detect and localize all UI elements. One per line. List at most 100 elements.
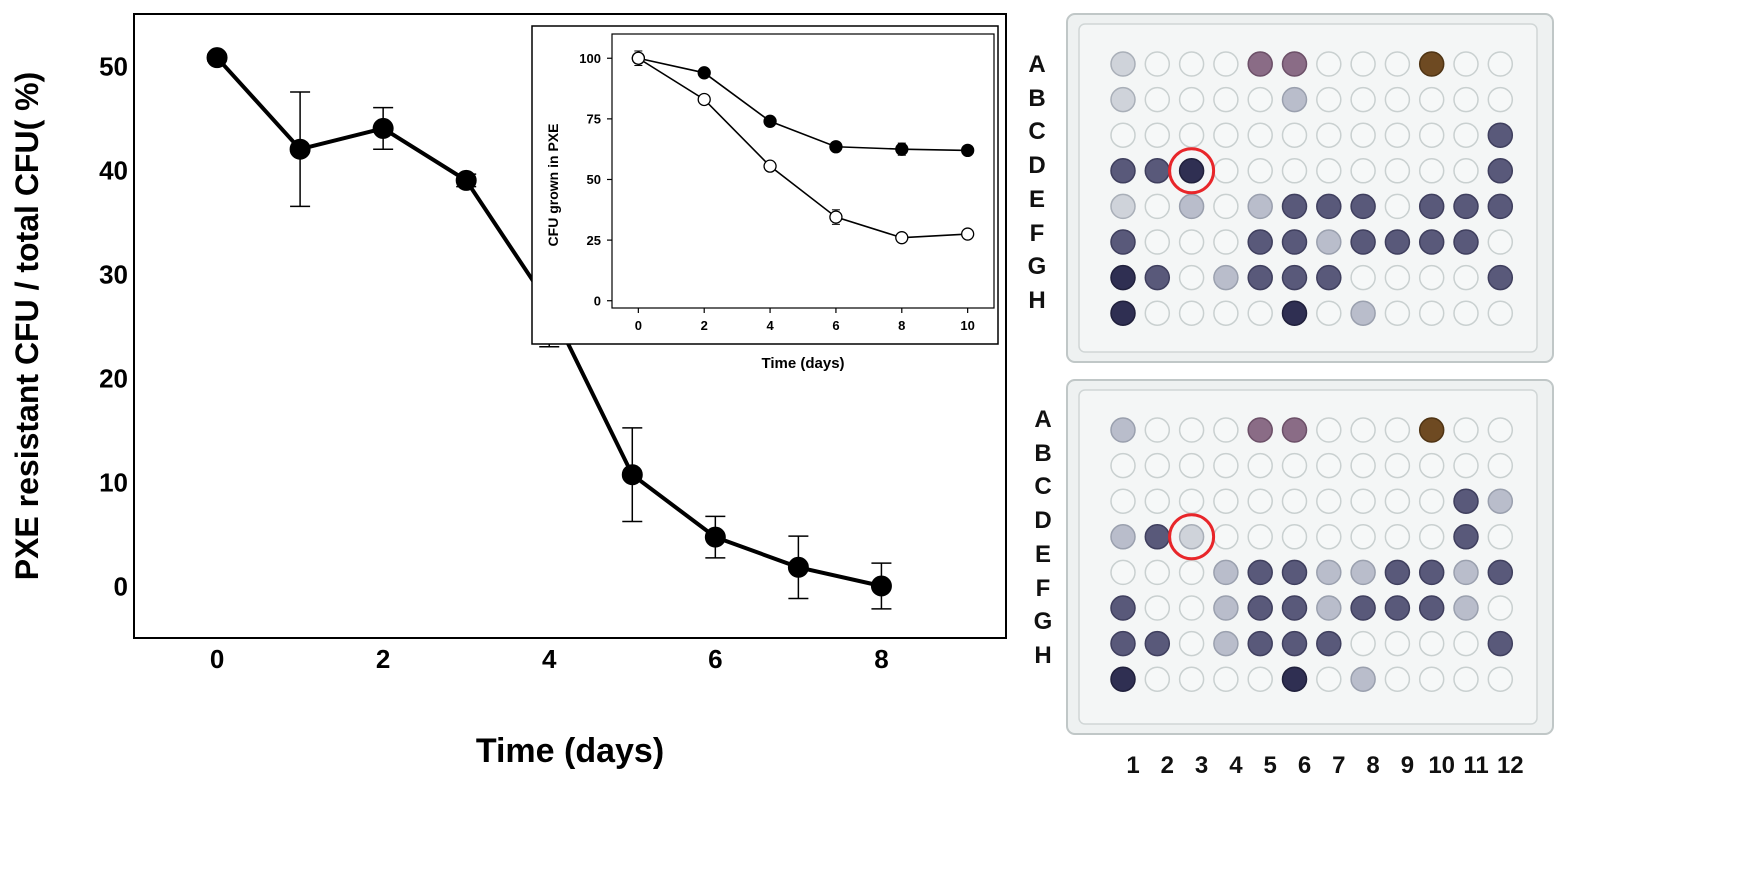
plate-well — [1418, 229, 1445, 255]
plate-well — [1281, 229, 1308, 255]
plate-well — [1144, 193, 1171, 220]
plate-well — [1418, 417, 1445, 443]
row-label-a: A — [1034, 406, 1052, 433]
inset-data-point — [961, 143, 975, 158]
main-y-tick-label: 0 — [114, 571, 128, 601]
plate-well — [1350, 666, 1376, 692]
plate-well — [1418, 158, 1445, 184]
plate-well — [1247, 122, 1273, 148]
inset-data-point — [895, 231, 909, 245]
main-y-tick-label: 40 — [99, 155, 128, 185]
col-label-6: 6 — [1297, 752, 1312, 779]
col-label-4: 4 — [1229, 752, 1243, 779]
main-data-point — [289, 138, 311, 160]
inset-series-line — [638, 57, 968, 152]
plate-well — [1316, 158, 1342, 184]
plate-well — [1350, 630, 1376, 657]
plate-well — [1350, 417, 1376, 443]
plate-well — [1384, 595, 1411, 621]
plate-well — [1110, 158, 1136, 184]
plate-well — [1384, 122, 1411, 148]
plate-well — [1281, 86, 1308, 113]
plate-well — [1418, 595, 1445, 621]
plate-well — [1418, 452, 1445, 479]
plate-well — [1247, 666, 1273, 692]
inset-plot-area — [611, 33, 995, 309]
main-x-tick-label: 8 — [874, 644, 888, 674]
plate-well — [1247, 559, 1273, 586]
plate-well — [1110, 51, 1136, 77]
row-label-d: D — [1034, 507, 1052, 535]
plate-well — [1110, 524, 1136, 550]
plate-well — [1281, 559, 1308, 586]
plate-well — [1418, 524, 1445, 550]
main-y-tick-label: 10 — [99, 467, 128, 497]
col-label-11: 11 — [1463, 752, 1489, 779]
plate-well — [1418, 630, 1445, 657]
plate-well — [1316, 300, 1342, 326]
plate-well — [1213, 524, 1239, 550]
inset-x-axis-label: Time (days) — [761, 355, 844, 372]
plate-well — [1110, 666, 1136, 692]
plate-well — [1281, 452, 1308, 479]
plate-well — [1384, 524, 1411, 550]
row-label-e: E — [1034, 540, 1051, 568]
row-label-b: B — [1034, 439, 1052, 467]
inset-y-tick-label: 75 — [587, 112, 601, 127]
plate-well — [1350, 300, 1376, 326]
plate-well — [1247, 51, 1273, 77]
plate-well — [1418, 193, 1445, 220]
plate-well — [1213, 488, 1239, 514]
main-data-point — [621, 464, 643, 486]
row-label-a: A — [1028, 51, 1046, 78]
plate-well — [1453, 122, 1479, 148]
plate-well — [1384, 229, 1411, 255]
main-data-point — [455, 169, 477, 191]
plate-well — [1453, 417, 1479, 443]
plate-well — [1418, 666, 1445, 692]
inset-data-point — [829, 140, 843, 154]
plate-well — [1418, 488, 1445, 514]
plate-well — [1110, 488, 1136, 514]
plate-well — [1178, 51, 1205, 77]
plate-well — [1384, 488, 1411, 514]
plate-well — [1350, 122, 1376, 148]
inset-series-line — [637, 57, 968, 239]
highlight-circle — [1168, 513, 1216, 561]
plate-well — [1384, 300, 1411, 326]
col-label-8: 8 — [1366, 752, 1380, 779]
col-label-12: 12 — [1496, 752, 1524, 779]
plate-well — [1110, 193, 1136, 220]
plate-well — [1487, 193, 1514, 220]
inset-y-tick-label: 25 — [587, 233, 601, 248]
main-data-point — [870, 575, 892, 597]
plate-well — [1247, 452, 1273, 479]
plate-well — [1144, 559, 1171, 586]
plate-well — [1384, 158, 1411, 184]
plate-well — [1247, 630, 1273, 657]
inset-frame — [531, 25, 999, 345]
plate-well — [1110, 630, 1136, 657]
row-label-c: C — [1034, 473, 1052, 501]
plate-well — [1384, 193, 1411, 220]
plate-well — [1384, 666, 1411, 692]
row-label-h: H — [1028, 286, 1046, 314]
plate-well — [1316, 559, 1342, 586]
row-label-g: G — [1033, 608, 1053, 636]
plate-well — [1418, 559, 1445, 586]
row-label-g: G — [1027, 253, 1047, 281]
main-y-tick-label: 20 — [99, 363, 128, 393]
plate-well — [1247, 264, 1273, 291]
plate-well — [1453, 595, 1479, 621]
plate-well — [1178, 229, 1205, 255]
main-data-point — [206, 47, 228, 69]
plate-well — [1110, 559, 1136, 586]
plate-well — [1213, 630, 1239, 657]
plate-well — [1213, 417, 1239, 443]
plate-well — [1213, 559, 1239, 586]
main-x-tick-label: 0 — [210, 644, 224, 674]
plate-well — [1178, 630, 1205, 657]
